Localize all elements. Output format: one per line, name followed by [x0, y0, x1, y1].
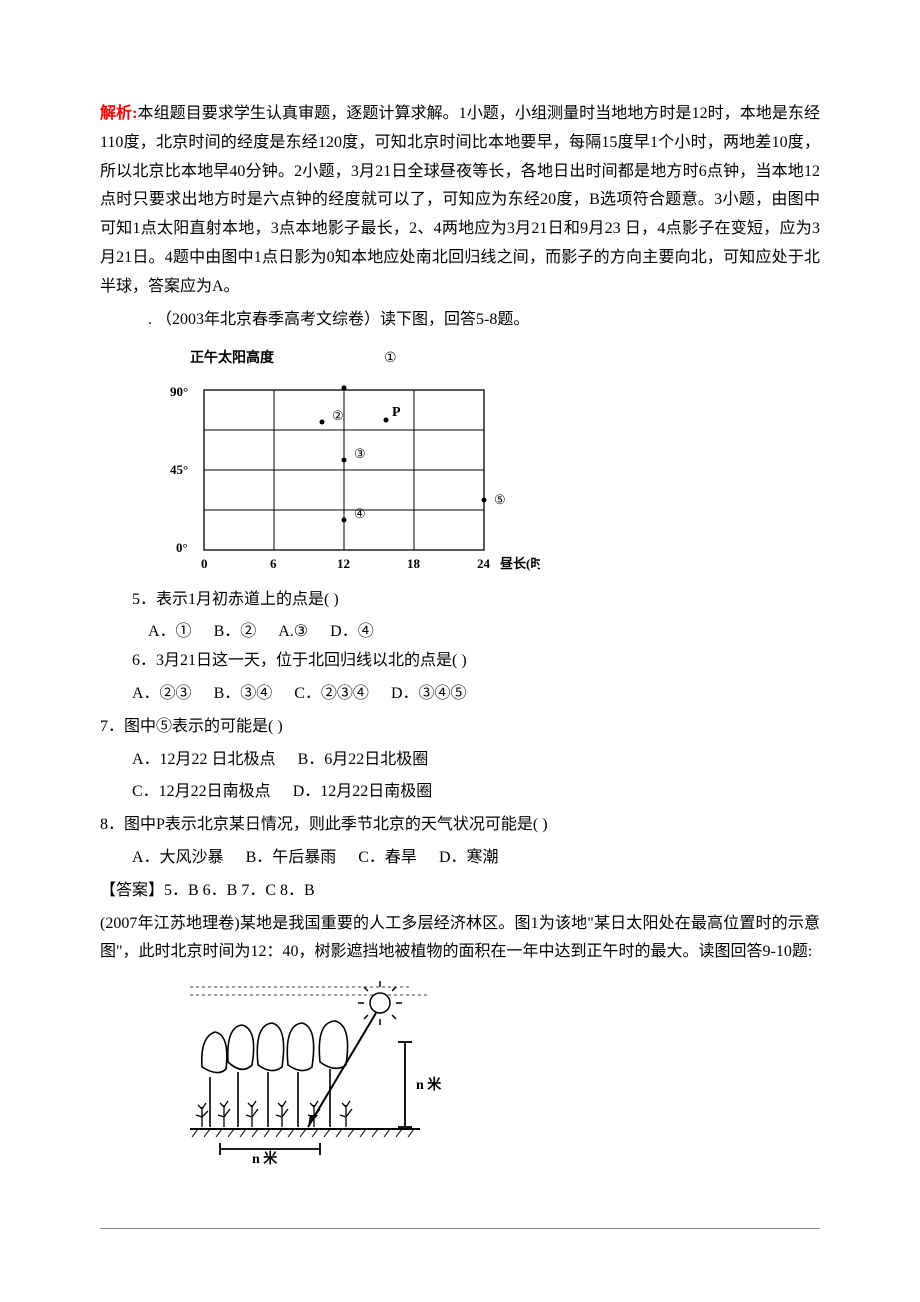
analysis-paragraph: 解析:本组题目要求学生认真审题，逐题计算求解。1小题，小组测量时当地地方时是12…	[100, 100, 820, 302]
q5-opt-b: B．②	[214, 618, 257, 647]
q5-opt-c: A.③	[278, 618, 308, 647]
analysis-label: 解析:	[100, 105, 137, 122]
answers: 【答案】5．B 6．B 7．C 8．B	[100, 877, 820, 906]
q5-options: A．① B．② A.③ D．④	[100, 618, 820, 647]
q6-opt-d: D．③④⑤	[391, 680, 467, 709]
q7-options-2: C．12月22日南极点 D．12月22日南极圈	[100, 778, 820, 807]
q7-opt-b: B．6月22日北极圈	[298, 746, 429, 775]
q7-options-1: A．12月22 日北极点 B．6月22日北极圈	[100, 746, 820, 775]
q8-stem: 8．图中P表示北京某日情况，则此季节北京的天气状况可能是( )	[100, 811, 820, 840]
q5-stem: 5．表示1月初赤道上的点是( )	[100, 586, 820, 615]
x-axis-title: 昼长(时)	[500, 556, 540, 571]
q7-opt-c: C．12月22日南极点	[132, 778, 271, 807]
altitude-chart: 正午太阳高度 ① ② P ③ ④ ⑤ 90° 45° 0° 0 6	[160, 346, 820, 573]
y-label-90: 90°	[170, 384, 188, 399]
x-label-18: 18	[407, 556, 421, 571]
q7-opt-a: A．12月22 日北极点	[132, 746, 276, 775]
q6-options: A．②③ B．③④ C．②③④ D．③④⑤	[100, 680, 820, 709]
q6-opt-b: B．③④	[214, 680, 273, 709]
q6-stem: 6．3月21日这一天，位于北回归线以北的点是( )	[100, 647, 820, 676]
chart-point-3: ③	[354, 446, 366, 461]
n-label-vertical: n 米	[416, 1076, 442, 1093]
q5-opt-a: A．①	[148, 618, 192, 647]
q8-opt-c: C．春旱	[358, 844, 417, 873]
q8-opt-d: D．寒潮	[439, 844, 499, 873]
chart-label-1: ①	[384, 346, 397, 371]
q6-opt-a: A．②③	[132, 680, 192, 709]
chart-point-4: ④	[354, 506, 366, 521]
x-label-24: 24	[477, 556, 491, 571]
chart-title: 正午太阳高度	[190, 346, 274, 371]
n-label-horizontal: n 米	[252, 1150, 278, 1167]
q8-opt-b: B．午后暴雨	[246, 844, 337, 873]
sun-icon	[358, 981, 402, 1025]
chart-point-5: ⑤	[494, 492, 506, 507]
y-label-45: 45°	[170, 462, 188, 477]
passage-2: (2007年江苏地理卷)某地是我国重要的人工多层经济林区。图1为该地"某日太阳处…	[100, 910, 820, 968]
x-label-0: 0	[201, 556, 208, 571]
chart-svg: ② P ③ ④ ⑤ 90° 45° 0° 0 6 12 18 24 昼长(时)	[160, 374, 540, 574]
q8-opt-a: A．大风沙暴	[132, 844, 224, 873]
q6-opt-c: C．②③④	[294, 680, 369, 709]
chart-point-2: ②	[332, 408, 344, 423]
q5-opt-d: D．④	[330, 618, 374, 647]
q7-stem: 7．图中⑤表示的可能是( )	[100, 713, 820, 742]
y-label-0: 0°	[176, 540, 188, 555]
q7-opt-d: D．12月22日南极圈	[293, 778, 433, 807]
source-line: . （2003年北京春季高考文综卷）读下图，回答5-8题。	[100, 306, 820, 335]
q8-options: A．大风沙暴 B．午后暴雨 C．春旱 D．寒潮	[100, 844, 820, 873]
analysis-text: 本组题目要求学生认真审题，逐题计算求解。1小题，小组测量时当地地方时是12时，本…	[100, 105, 820, 295]
chart-point-p: P	[392, 405, 401, 420]
x-label-12: 12	[337, 556, 350, 571]
forest-svg: n 米 n 米	[190, 977, 450, 1167]
shrub-icon	[196, 1101, 352, 1127]
forest-figure: n 米 n 米	[190, 977, 820, 1178]
footer-rule	[100, 1228, 820, 1229]
x-label-6: 6	[270, 556, 277, 571]
